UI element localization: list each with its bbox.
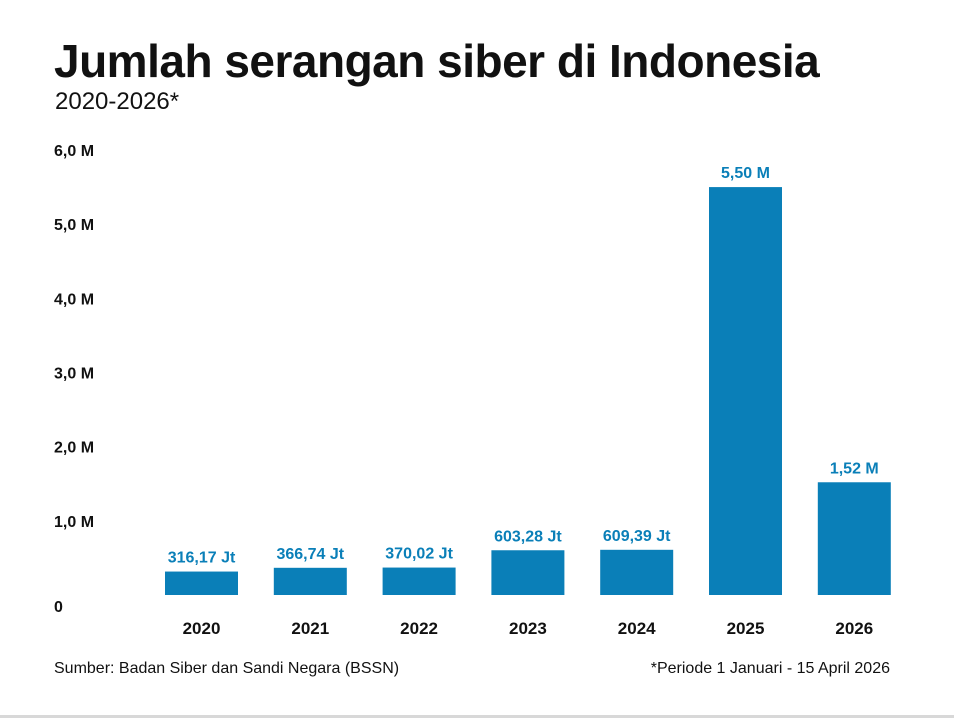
y-tick-label: 2,0 M (54, 440, 94, 457)
x-tick-label: 2023 (509, 619, 547, 638)
period-note: *Periode 1 Januari - 15 April 2026 (650, 660, 890, 677)
bar-chart: 0 1,0 M 2,0 M 3,0 M 4,0 M 5,0 M 6,0 M 316,17 Jt… (54, 143, 891, 638)
chart-title: Jumlah serangan siber di Indonesia (54, 35, 820, 87)
x-tick-label: 2021 (291, 619, 329, 638)
bar-2020 (165, 571, 238, 595)
bar-2021 (273, 567, 347, 595)
data-label: 316,17 Jt (168, 550, 236, 567)
y-tick-label: 4,0 M (54, 291, 94, 308)
y-tick-label: 0 (54, 599, 63, 616)
bar-2024 (600, 549, 674, 595)
data-label: 366,74 Jt (276, 546, 344, 563)
bar-2022 (382, 567, 456, 595)
source-note: Sumber: Badan Siber dan Sandi Negara (BS… (54, 660, 400, 677)
x-tick-label: 2022 (400, 619, 438, 638)
x-tick-label: 2026 (835, 619, 873, 638)
x-tick-label: 2024 (618, 619, 656, 638)
data-label: 1,52 M (830, 460, 879, 477)
data-label: 609,39 Jt (603, 528, 671, 545)
bar-2025 (709, 187, 782, 596)
data-label: 603,28 Jt (494, 528, 562, 545)
x-tick-label: 2020 (183, 619, 221, 638)
x-tick-label: 2025 (727, 619, 765, 638)
bar-2026 (817, 482, 891, 595)
chart-subtitle: 2020-2026* (55, 88, 180, 115)
data-label: 5,50 M (721, 165, 770, 182)
y-tick-label: 1,0 M (54, 514, 94, 531)
bottom-divider (0, 715, 954, 718)
y-tick-label: 3,0 M (54, 366, 94, 383)
bar-2023 (491, 550, 565, 595)
y-tick-label: 6,0 M (54, 143, 94, 160)
y-tick-label: 5,0 M (54, 217, 94, 234)
data-label: 370,02 Jt (385, 546, 453, 563)
